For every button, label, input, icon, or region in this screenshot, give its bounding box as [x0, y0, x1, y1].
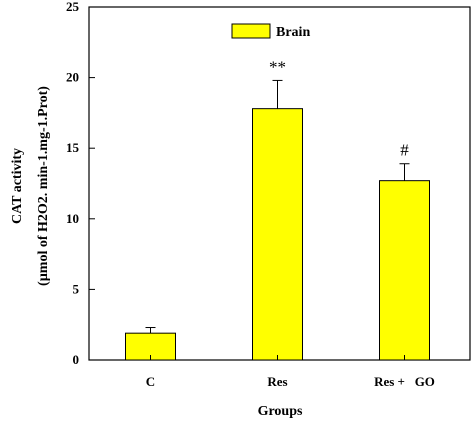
- x-tick-label: Res + GO: [374, 374, 435, 389]
- y-tick-label: 20: [66, 70, 79, 85]
- bar: [379, 180, 430, 361]
- bar: [252, 108, 303, 361]
- y-axis-title-line2: (µmol of H2O2. min-1.mg-1.Prot): [36, 86, 51, 286]
- y-tick-label: 0: [73, 352, 80, 367]
- y-tick-label: 10: [66, 211, 79, 226]
- significance-marker: **: [269, 57, 286, 76]
- y-tick-label: 5: [73, 281, 80, 296]
- legend-swatch: [231, 23, 271, 39]
- y-tick-label: 15: [66, 140, 80, 155]
- plot-area: 0 5 10 15 20 25 C ** Res # Res + GO: [66, 0, 471, 389]
- significance-marker: #: [400, 141, 409, 160]
- legend-label: Brain: [276, 25, 310, 40]
- x-axis-title: Groups: [258, 404, 303, 419]
- y-axis-title-line1: CAT activity: [10, 148, 25, 224]
- legend: Brain: [231, 23, 310, 40]
- y-tick-label: 25: [66, 0, 80, 14]
- x-tick-label: Res: [267, 374, 287, 389]
- x-tick-label: C: [146, 374, 155, 389]
